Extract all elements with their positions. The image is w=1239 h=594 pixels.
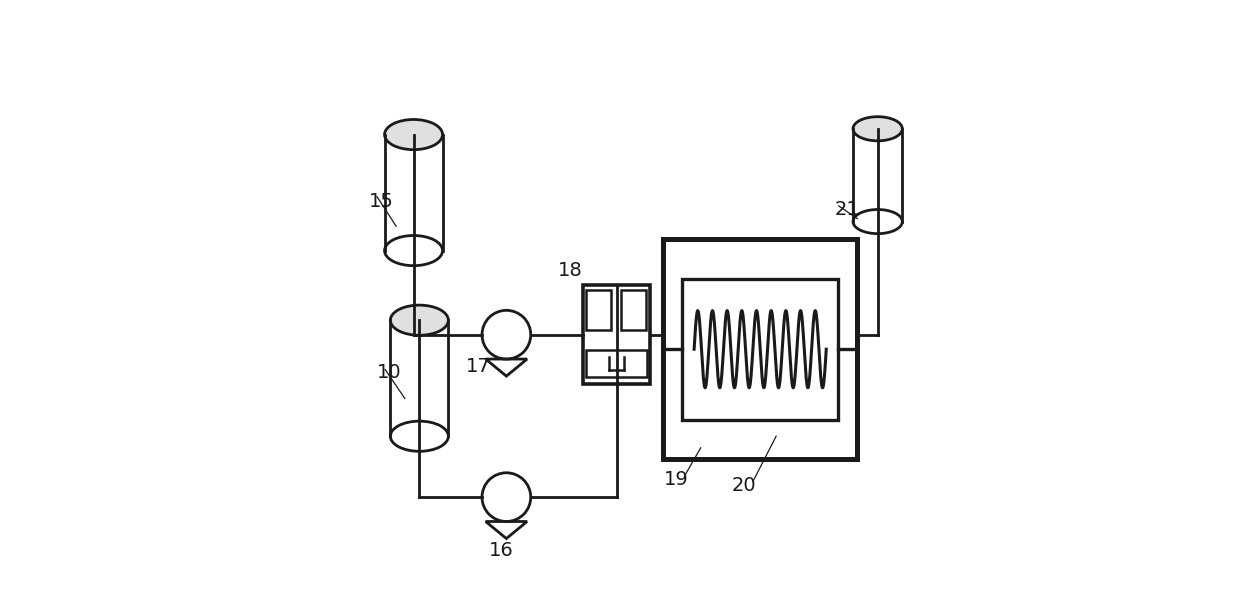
Ellipse shape (384, 119, 442, 150)
Text: 15: 15 (369, 192, 394, 211)
Bar (584, 285, 650, 384)
Text: 21: 21 (834, 201, 859, 220)
Bar (621, 290, 646, 330)
Ellipse shape (390, 305, 449, 335)
Text: 20: 20 (732, 476, 757, 495)
Bar (683, 279, 838, 420)
Text: 17: 17 (466, 357, 491, 376)
Text: 19: 19 (664, 470, 689, 489)
Bar (663, 239, 857, 459)
Bar (586, 290, 611, 330)
Text: 18: 18 (558, 261, 582, 280)
Text: 10: 10 (377, 363, 401, 382)
Text: 16: 16 (488, 541, 513, 560)
Ellipse shape (852, 116, 902, 141)
Bar (586, 349, 647, 377)
